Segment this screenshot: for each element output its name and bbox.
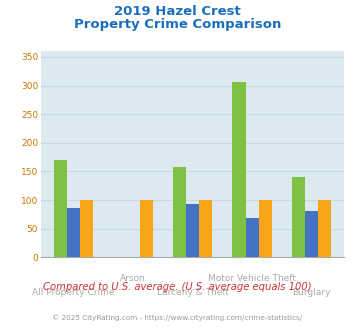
Text: Burglary: Burglary [293,288,331,297]
Text: 2019 Hazel Crest: 2019 Hazel Crest [114,5,241,18]
Text: All Property Crime: All Property Crime [32,288,115,297]
Bar [233,82,246,257]
Bar [305,211,318,257]
Bar [173,167,186,257]
Bar [246,218,259,257]
Bar [318,200,331,257]
Bar [199,200,212,257]
Text: Property Crime Comparison: Property Crime Comparison [74,18,281,31]
Bar [186,204,199,257]
Bar [54,160,67,257]
Text: Larceny & Theft: Larceny & Theft [157,288,229,297]
Bar [259,200,272,257]
Bar [67,208,80,257]
Text: Arson: Arson [120,274,146,283]
Text: Motor Vehicle Theft: Motor Vehicle Theft [208,274,296,283]
Text: © 2025 CityRating.com - https://www.cityrating.com/crime-statistics/: © 2025 CityRating.com - https://www.city… [53,314,302,321]
Bar [292,177,305,257]
Text: Compared to U.S. average. (U.S. average equals 100): Compared to U.S. average. (U.S. average … [43,282,312,292]
Bar [140,200,153,257]
Bar [80,200,93,257]
